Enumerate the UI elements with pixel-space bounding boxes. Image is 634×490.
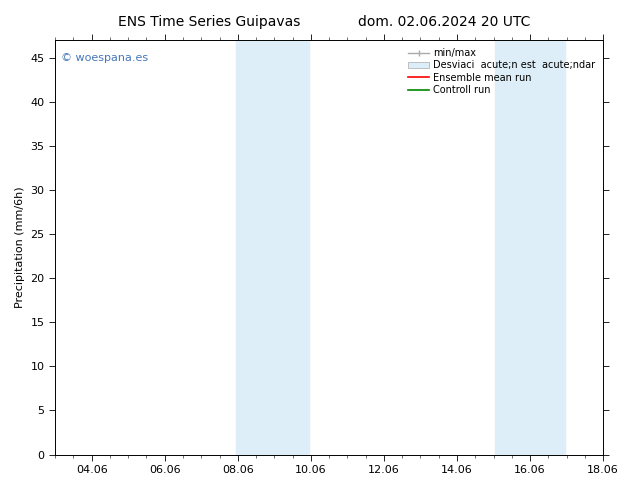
Text: ENS Time Series Guipavas: ENS Time Series Guipavas — [118, 15, 301, 29]
Text: © woespana.es: © woespana.es — [61, 52, 148, 63]
Text: dom. 02.06.2024 20 UTC: dom. 02.06.2024 20 UTC — [358, 15, 530, 29]
Bar — [236, 40, 309, 455]
Bar — [495, 40, 565, 455]
Legend: min/max, Desviaci  acute;n est  acute;ndar, Ensemble mean run, Controll run: min/max, Desviaci acute;n est acute;ndar… — [405, 45, 598, 98]
Y-axis label: Precipitation (mm/6h): Precipitation (mm/6h) — [15, 187, 25, 308]
